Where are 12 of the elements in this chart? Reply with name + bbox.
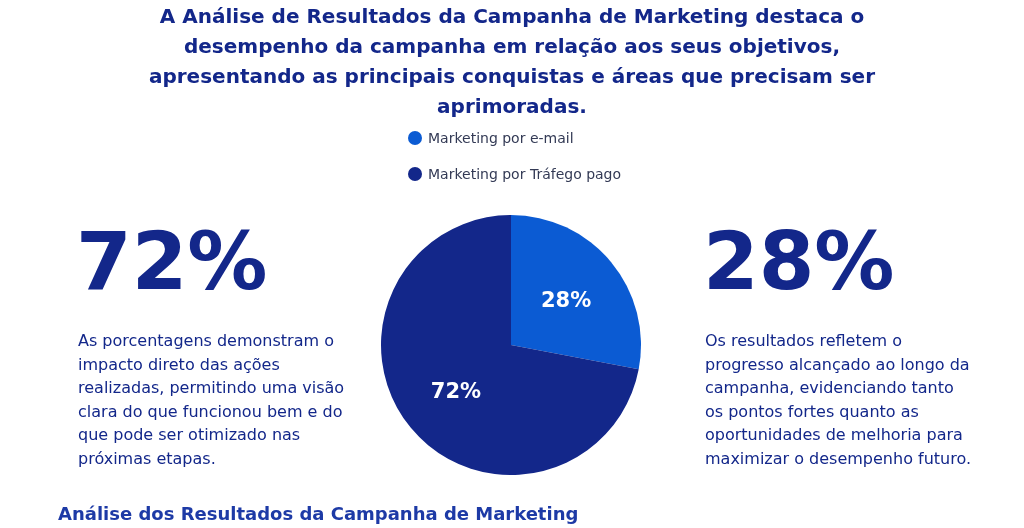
legend-label: Marketing por e-mail bbox=[428, 129, 574, 146]
pie-slice bbox=[381, 215, 639, 475]
text: Os resultados refletem o progresso alcançado ao longo da campanha, evidenciando tanto os pontos fortes quanto as oportunidades de melhoria para maximizar o desempenho futuro. bbox=[705, 331, 972, 468]
text: 28% bbox=[703, 215, 895, 308]
data-label: 28% bbox=[540, 287, 592, 312]
legend-label: Marketing por Tráfego pago bbox=[428, 165, 622, 182]
text: Análise dos Resultados da Campanha de Marketing bbox=[58, 503, 579, 524]
pie-slice bbox=[511, 215, 641, 370]
text: As porcentagens demonstram o impacto direto das ações realizadas, permitindo uma visão clara do que funcionou bem e do que pode ser otimizado nas próximas etapas. bbox=[78, 331, 345, 468]
data-label: 72% bbox=[430, 378, 482, 403]
text: 72% bbox=[76, 215, 268, 308]
chart-title: A Análise de Resultados da Campanha de Marketing destaca o desempenho da campanha em relação aos seus objetivos, apresentando as principais conquistas e áreas que precisam ser aprimoradas. bbox=[148, 4, 876, 118]
